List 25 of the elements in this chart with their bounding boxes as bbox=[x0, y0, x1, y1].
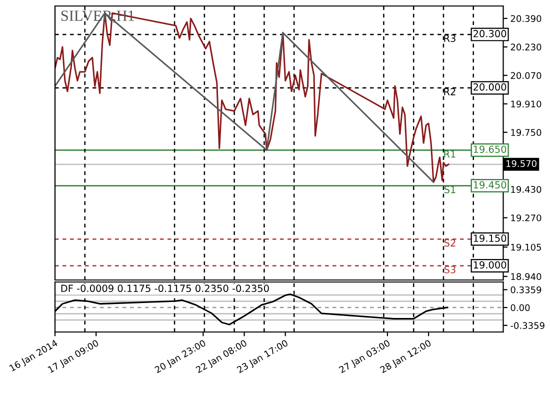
annotation: 19.650 bbox=[474, 146, 506, 153]
y-tick-label: 19.105 bbox=[511, 244, 541, 251]
chart-title: DF -0.0009 0.1175 -0.1175 0.2350 -0.2350 bbox=[61, 284, 269, 292]
y-tick-label: -0.3359 bbox=[510, 322, 544, 329]
annotation: 19.450 bbox=[474, 181, 506, 189]
y-tick-label: 18.940 bbox=[511, 273, 542, 280]
ref-line-label: R3 bbox=[444, 34, 456, 42]
annotation: 20.300 bbox=[474, 30, 506, 38]
ref-line-label: S3 bbox=[444, 266, 456, 274]
ref-line-label: R1 bbox=[444, 150, 456, 158]
y-tick-label: 20.070 bbox=[510, 72, 542, 79]
ref-line-label: S1 bbox=[444, 186, 456, 194]
y-tick-label: 20.230 bbox=[510, 44, 542, 50]
annotation: 19.150 bbox=[474, 234, 506, 242]
annotation: 19.000 bbox=[474, 261, 506, 269]
y-tick-label: 19.750 bbox=[511, 129, 542, 136]
ref-line-label: S2 bbox=[444, 239, 456, 247]
annotation: 20.000 bbox=[474, 83, 506, 91]
y-tick-label: 0.3359 bbox=[510, 286, 542, 294]
y-tick-label: 20.390 bbox=[510, 15, 542, 22]
y-tick-label: 19.430 bbox=[511, 186, 542, 193]
ref-line-label: 19.570 bbox=[506, 160, 536, 167]
y-tick-label: 19.270 bbox=[511, 214, 542, 222]
y-tick-label: 0.00 bbox=[510, 304, 530, 312]
y-tick-label: 19.910 bbox=[511, 100, 542, 108]
